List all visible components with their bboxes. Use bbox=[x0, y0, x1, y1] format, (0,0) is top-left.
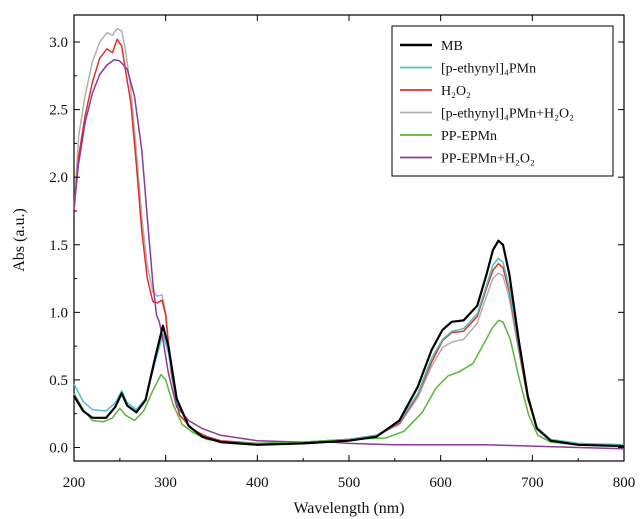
x-tick-label: 600 bbox=[429, 475, 452, 491]
legend-label: PP-EPMn+H₂O₂ bbox=[441, 152, 535, 167]
x-tick-label: 700 bbox=[521, 475, 544, 491]
legend-box bbox=[391, 25, 614, 177]
legend-label: MB bbox=[441, 39, 463, 54]
legend: MB [p-ethynyl]₄PMn H₂O₂ [p-ethynyl]₄PMn+H₂O… bbox=[391, 25, 614, 177]
x-axis: 200 300 400 500 600 700 800 bbox=[63, 15, 636, 491]
x-axis-title: Wavelength (nm) bbox=[293, 500, 404, 517]
y-tick-label: 2.5 bbox=[49, 103, 68, 119]
y-tick-label: 1.0 bbox=[49, 305, 68, 321]
legend-label: PP-EPMn bbox=[441, 129, 497, 144]
y-tick-label: 2.0 bbox=[49, 170, 68, 186]
series-line-4 bbox=[73, 319, 625, 447]
legend-label: H₂O₂ bbox=[441, 84, 471, 99]
y-tick-label: 0.5 bbox=[49, 373, 68, 389]
series-layer bbox=[73, 27, 625, 450]
legend-label: [p-ethynyl]₄PMn+H₂O₂ bbox=[441, 107, 574, 122]
y-tick-label: 0.0 bbox=[49, 440, 68, 456]
y-tick-label: 1.5 bbox=[49, 238, 68, 254]
legend-label: [p-ethynyl]₄PMn bbox=[441, 62, 536, 77]
x-tick-label: 400 bbox=[246, 475, 269, 491]
x-tick-label: 200 bbox=[63, 475, 86, 491]
x-tick-label: 500 bbox=[338, 475, 361, 491]
y-axis: 0.0 0.5 1.0 1.5 2.0 2.5 3.0 bbox=[49, 35, 624, 456]
y-tick-label: 3.0 bbox=[49, 35, 68, 51]
series-line-5 bbox=[73, 58, 625, 450]
x-tick-label: 300 bbox=[154, 475, 177, 491]
series-line-0 bbox=[73, 239, 625, 448]
x-tick-label: 800 bbox=[613, 475, 636, 491]
series-line-1 bbox=[73, 257, 625, 446]
y-axis-title: Abs (a.u.) bbox=[11, 208, 28, 272]
